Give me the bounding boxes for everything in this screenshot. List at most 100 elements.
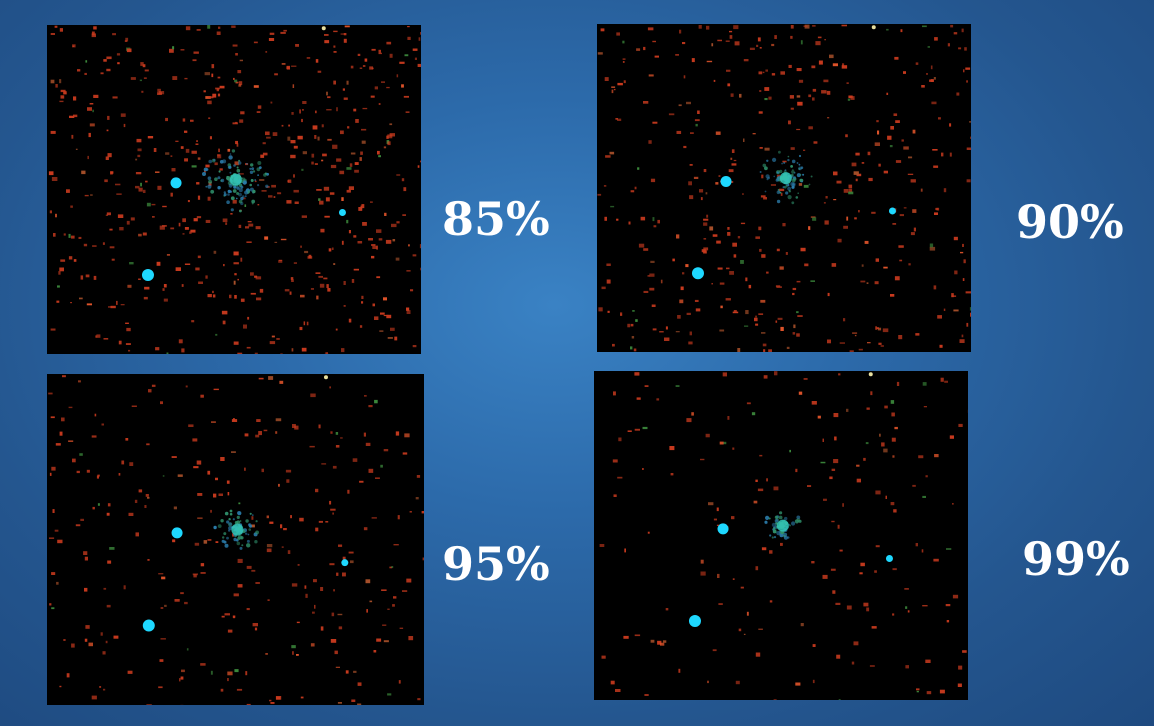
noise-speck [225, 222, 228, 225]
noise-speck [254, 275, 258, 278]
galaxy-speck [229, 512, 233, 516]
noise-speck [347, 489, 350, 494]
noise-speck [281, 124, 284, 127]
noise-speck [686, 312, 691, 315]
noise-speck [797, 315, 803, 317]
noise-speck [933, 558, 939, 562]
noise-speck [283, 29, 287, 32]
image-panel-85 [47, 25, 421, 354]
noise-speck [700, 571, 706, 576]
noise-speck [916, 688, 920, 691]
noise-speck [155, 347, 160, 351]
noise-speck [893, 509, 897, 513]
noise-speck [280, 353, 283, 354]
galaxy-speck [238, 159, 241, 162]
noise-speck [293, 189, 299, 193]
noise-speck [205, 96, 211, 99]
noise-speck [262, 142, 266, 145]
noise-speck [843, 225, 848, 229]
noise-speck [99, 686, 102, 688]
noise-speck [712, 234, 718, 237]
noise-speck [291, 348, 294, 352]
noise-speck [343, 33, 347, 36]
noise-speck [362, 222, 367, 226]
galaxy-speck [249, 167, 252, 170]
noise-speck [700, 197, 703, 201]
noise-speck [393, 544, 399, 546]
noise-speck [118, 473, 121, 476]
galaxy-speck [771, 522, 777, 528]
noise-speck [821, 90, 827, 94]
noise-speck [377, 150, 380, 155]
noise-speck [832, 63, 838, 67]
noise-speck [196, 182, 200, 185]
noise-speck [371, 48, 376, 51]
noise-speck [297, 564, 300, 566]
noise-speck [745, 277, 748, 282]
galaxy-speck [239, 546, 243, 550]
noise-speck [368, 238, 373, 241]
noise-speck [659, 331, 664, 333]
noise-speck [879, 433, 881, 437]
noise-speck [207, 294, 212, 298]
noise-speck [221, 615, 225, 618]
noise-speck [617, 118, 622, 121]
noise-speck [854, 334, 857, 337]
noise-speck [151, 384, 156, 387]
noise-speck [389, 123, 393, 126]
astro-image-99 [599, 371, 968, 700]
noise-speck [92, 109, 94, 113]
noise-speck [860, 562, 865, 567]
noise-speck [933, 77, 936, 80]
noise-speck [214, 162, 218, 166]
noise-speck [654, 55, 659, 58]
noise-speck [128, 512, 134, 516]
noise-speck [218, 493, 223, 496]
noise-speck [336, 572, 339, 576]
noise-speck [726, 267, 730, 270]
noise-speck [186, 648, 189, 651]
noise-speck [147, 136, 154, 139]
noise-speck [384, 212, 387, 216]
noise-speck [284, 289, 290, 292]
noise-speck [616, 218, 619, 221]
noise-speck [285, 469, 292, 473]
noise-speck [657, 640, 662, 645]
noise-speck [147, 559, 150, 561]
noise-speck [172, 46, 175, 50]
noise-speck [327, 138, 332, 141]
noise-speck [203, 90, 206, 93]
noise-speck [810, 280, 815, 282]
noise-speck [246, 608, 250, 611]
noise-speck [234, 79, 238, 83]
noise-speck [333, 589, 335, 592]
galaxy-speck [772, 157, 777, 162]
noise-speck [916, 690, 919, 693]
noise-speck [705, 433, 710, 438]
noise-speck [777, 317, 783, 320]
noise-speck [910, 232, 915, 236]
noise-speck [713, 518, 717, 521]
noise-speck [195, 267, 200, 271]
galaxy-speck [257, 174, 259, 177]
noise-speck [314, 135, 317, 139]
noise-speck [72, 44, 76, 48]
noise-speck [287, 550, 291, 554]
noise-speck [803, 184, 809, 188]
noise-speck [418, 37, 421, 41]
noise-speck [949, 435, 954, 439]
noise-speck [359, 157, 362, 161]
noise-speck [61, 417, 65, 422]
noise-speck [59, 100, 64, 103]
noise-speck [831, 263, 837, 267]
noise-speck [357, 682, 362, 686]
galaxy-speck [236, 515, 240, 519]
noise-speck [953, 309, 959, 312]
noise-speck [762, 343, 767, 347]
noise-speck [699, 189, 704, 193]
noise-speck [366, 609, 368, 613]
noise-speck [740, 222, 746, 225]
noise-speck [66, 673, 70, 678]
noise-speck [378, 155, 381, 158]
noise-speck [281, 63, 286, 65]
